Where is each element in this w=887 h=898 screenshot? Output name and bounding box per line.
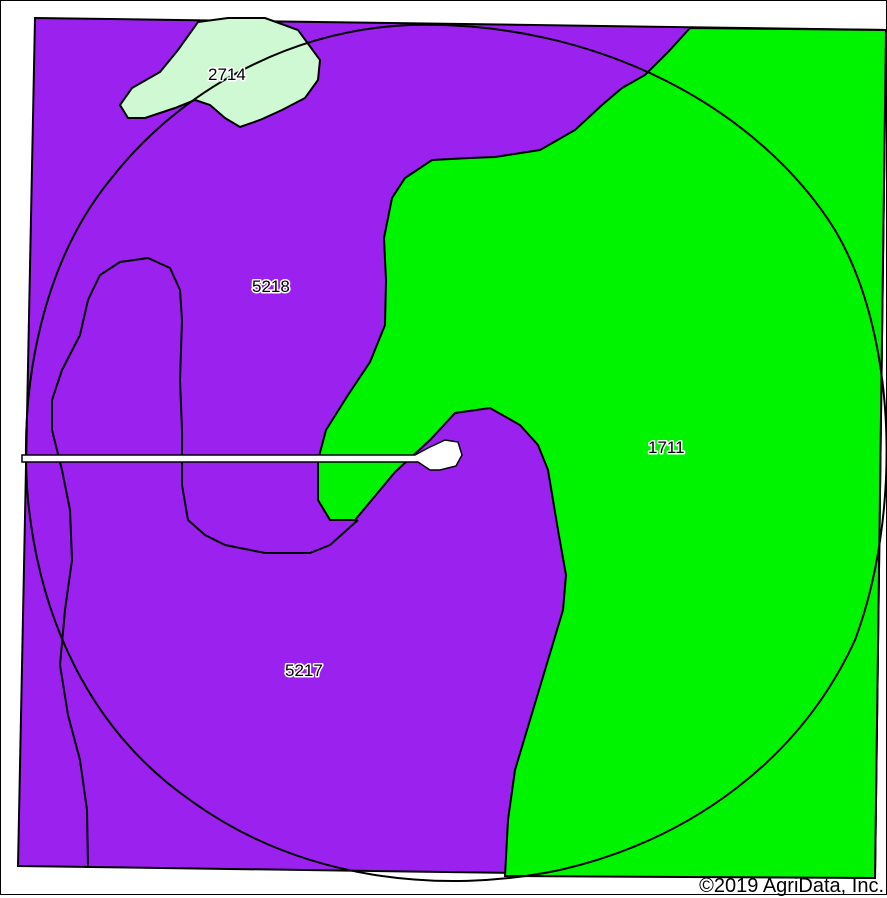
pivot-boundary [25, 23, 887, 883]
soil-label-1711: 1711 [648, 438, 685, 457]
soil-boundary-5218-5217 [51, 256, 359, 869]
soil-unit-2714-polygon[interactable] [118, 17, 322, 129]
access-road [21, 439, 463, 471]
soil-label-5217: 5217 [285, 661, 323, 680]
soil-label-2714: 2714 [208, 65, 246, 84]
soil-label-5218: 5218 [252, 277, 290, 296]
soil-unit-1711-polygon[interactable] [317, 26, 887, 880]
copyright-text: ©2019 AgriData, Inc. [699, 875, 884, 897]
